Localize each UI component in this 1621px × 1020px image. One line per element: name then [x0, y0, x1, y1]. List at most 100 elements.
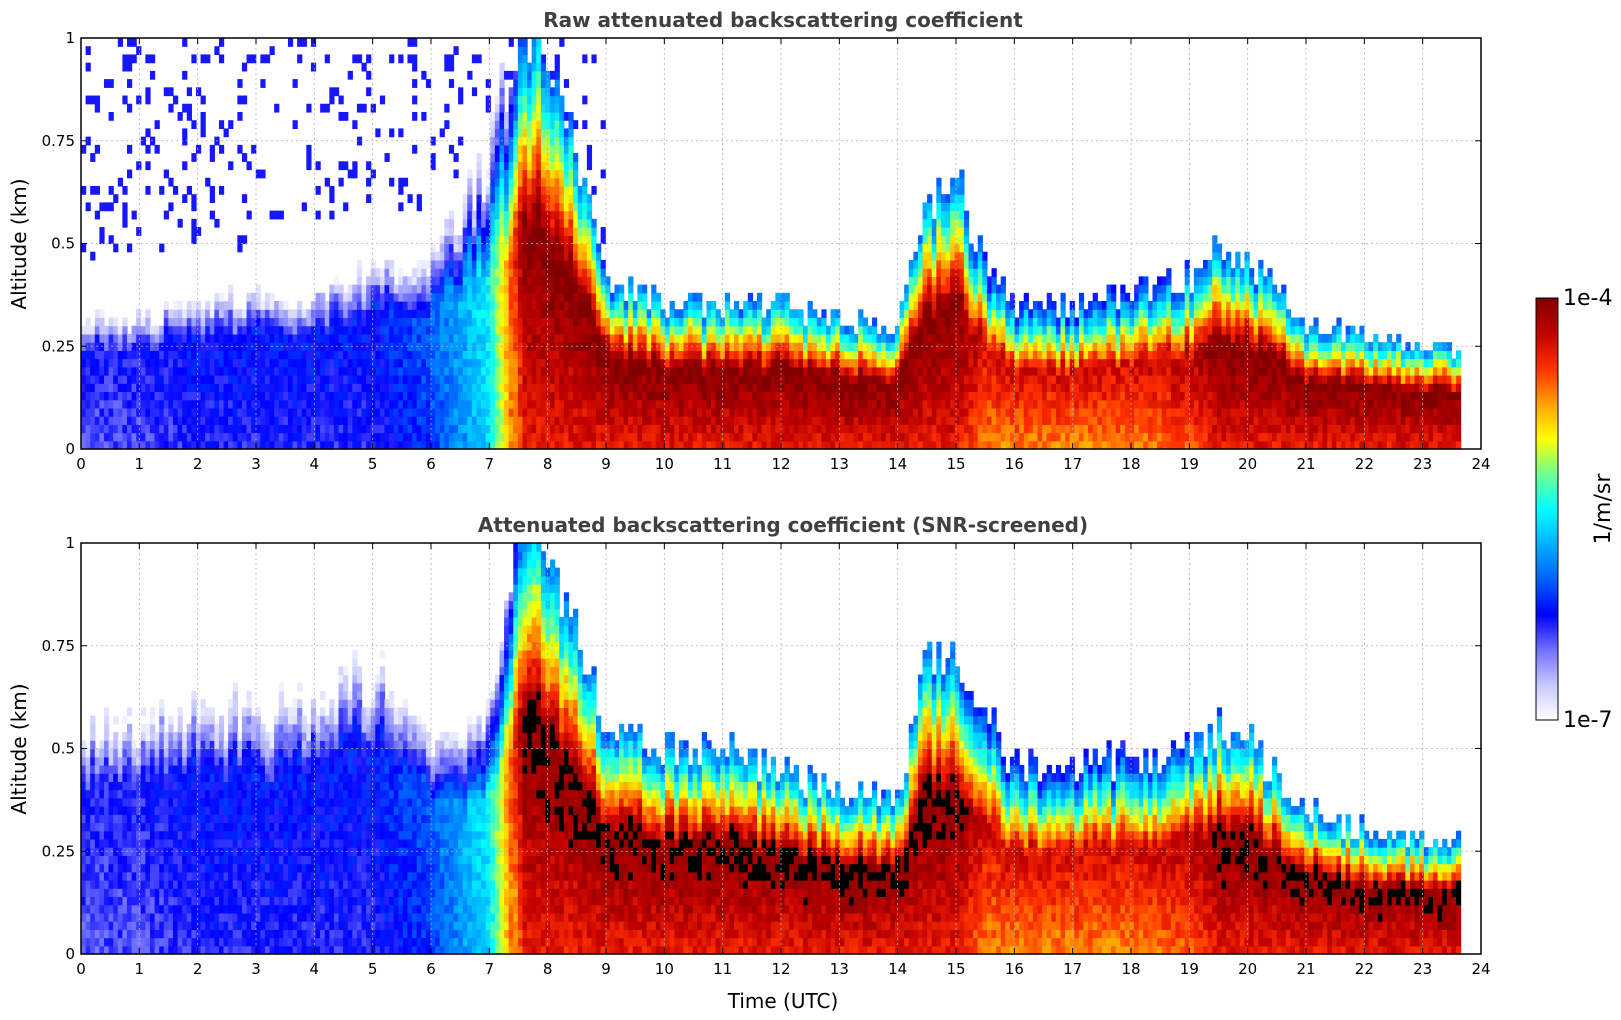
heatmap-cell — [527, 301, 533, 310]
heatmap-cell — [347, 432, 353, 442]
heatmap-cell — [945, 243, 951, 253]
heatmap-cell — [85, 350, 91, 360]
heatmap-cell — [830, 309, 836, 319]
heatmap-cell — [692, 383, 698, 393]
heatmap-cell — [264, 399, 271, 409]
heatmap-cell — [940, 358, 947, 368]
heatmap-cell — [407, 309, 413, 319]
heatmap-cell — [297, 325, 303, 335]
heatmap-cell — [407, 366, 413, 376]
heatmap-cell — [94, 432, 100, 442]
heatmap-cell — [485, 383, 491, 393]
heatmap-cell — [1037, 416, 1043, 425]
heatmap-cell — [701, 358, 708, 368]
heatmap-cell — [490, 227, 496, 236]
heatmap-cell — [485, 103, 491, 113]
heatmap-cell — [871, 383, 878, 393]
heatmap-cell — [651, 432, 657, 442]
heatmap-cell — [504, 169, 510, 179]
heatmap-cell — [701, 375, 708, 384]
heatmap-cell — [471, 333, 478, 343]
heatmap-cell — [306, 416, 312, 425]
heatmap-cell — [540, 120, 547, 130]
heatmap-cell — [458, 416, 464, 425]
heatmap-cell — [996, 325, 1002, 335]
heatmap-cell — [471, 416, 478, 425]
heatmap-cell — [577, 391, 583, 401]
heatmap-cell — [458, 95, 464, 105]
heatmap-cell — [228, 391, 234, 401]
heatmap-cell — [761, 391, 767, 401]
heatmap-cell — [481, 399, 487, 409]
heatmap-cell — [734, 309, 740, 319]
heatmap-cell — [462, 325, 468, 335]
heatmap-cell — [292, 375, 298, 384]
heatmap-cell — [573, 292, 579, 302]
heatmap-cell — [830, 366, 836, 376]
heatmap-cell — [908, 383, 914, 393]
heatmap-cell — [356, 136, 363, 146]
heatmap-cell — [306, 366, 312, 376]
heatmap-cell — [931, 276, 937, 286]
heatmap-cell — [462, 358, 468, 368]
heatmap-cell — [1051, 309, 1057, 319]
heatmap-cell — [747, 383, 753, 393]
heatmap-cell — [260, 333, 266, 343]
heatmap-cell — [963, 366, 970, 376]
heatmap-cell — [163, 416, 169, 425]
heatmap-cell — [582, 416, 588, 425]
heatmap-cell — [126, 243, 133, 253]
heatmap-cell — [485, 194, 491, 203]
heatmap-cell — [867, 350, 873, 360]
heatmap-cell — [329, 292, 335, 302]
heatmap-cell — [669, 375, 675, 384]
heatmap-cell — [513, 325, 519, 335]
heatmap-cell — [103, 350, 110, 360]
heatmap-cell — [163, 407, 169, 417]
heatmap-cell — [688, 383, 694, 393]
heatmap-cell — [522, 46, 528, 56]
heatmap-cell — [297, 399, 303, 409]
heatmap-cell — [361, 284, 367, 294]
heatmap-cell — [632, 301, 639, 310]
heatmap-cell — [582, 432, 588, 442]
heatmap-cell — [347, 301, 353, 310]
heatmap-cell — [186, 424, 192, 434]
heatmap-cell — [1023, 432, 1029, 442]
heatmap-cell — [904, 317, 910, 327]
heatmap-cell — [609, 440, 616, 450]
heatmap-cell — [904, 375, 910, 384]
heatmap-cell — [890, 350, 896, 360]
heatmap-cell — [596, 284, 602, 294]
heatmap-cell — [1019, 317, 1025, 327]
heatmap-cell — [214, 292, 220, 302]
heatmap-cell — [779, 407, 786, 417]
heatmap-cell — [642, 407, 648, 417]
heatmap-cell — [389, 383, 395, 393]
heatmap-cell — [536, 128, 542, 138]
heatmap-cell — [407, 391, 413, 401]
heatmap-cell — [527, 383, 533, 393]
heatmap-cell — [214, 366, 220, 376]
heatmap-cell — [669, 317, 675, 327]
heatmap-cell — [642, 350, 648, 360]
heatmap-cell — [232, 342, 238, 351]
heatmap-cell — [559, 440, 565, 450]
heatmap-cell — [963, 243, 970, 253]
heatmap-cell — [172, 440, 179, 450]
heatmap-cell — [986, 399, 993, 409]
heatmap-cell — [531, 136, 537, 146]
heatmap-cell — [398, 440, 404, 450]
heatmap-cell — [205, 407, 211, 417]
heatmap-cell — [550, 70, 556, 80]
heatmap-cell — [669, 399, 675, 409]
heatmap-cell — [402, 309, 409, 319]
heatmap-cell — [554, 243, 560, 253]
heatmap-cell — [747, 440, 753, 450]
heatmap-cell — [757, 317, 763, 327]
heatmap-cell — [99, 375, 105, 384]
heatmap-cell — [665, 391, 671, 401]
heatmap-cell — [241, 235, 248, 245]
heatmap-cell — [287, 383, 294, 393]
heatmap-cell — [490, 391, 496, 401]
